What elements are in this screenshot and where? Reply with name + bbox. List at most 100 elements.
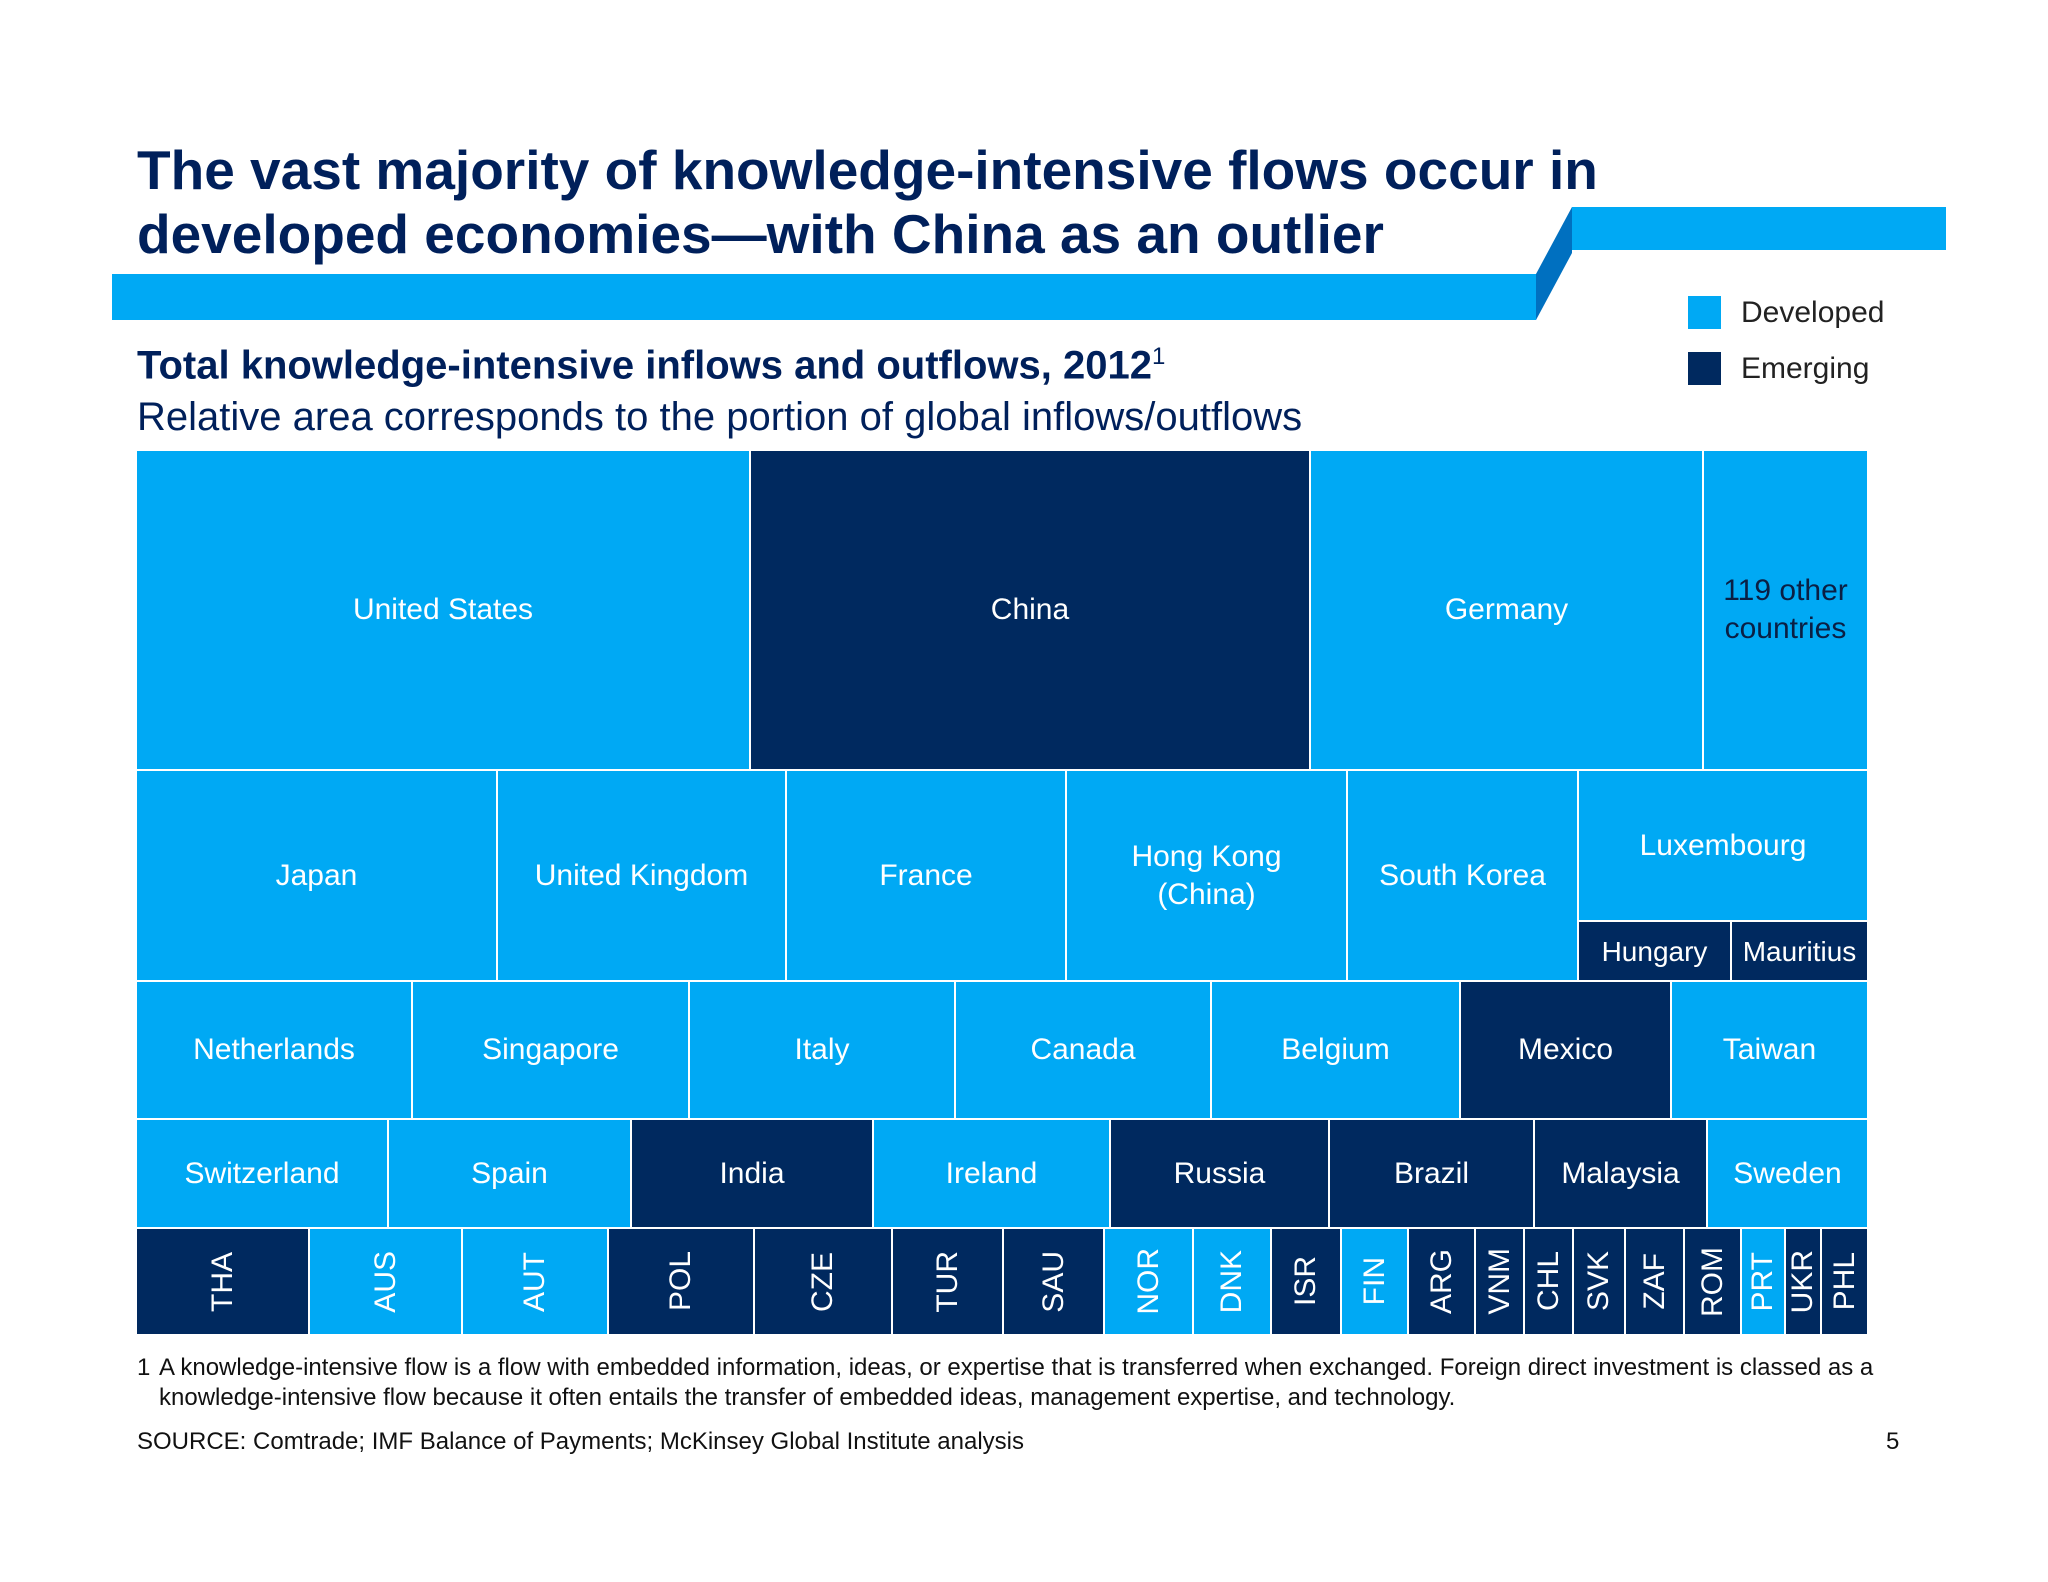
treemap-label-india: India: [719, 1156, 785, 1190]
treemap-cell-ireland: Ireland: [874, 1120, 1111, 1229]
treemap-label-russia: Russia: [1173, 1156, 1266, 1190]
footnote-number: 1: [137, 1354, 151, 1381]
chart-subtitle: Total knowledge-intensive inflows and ou…: [137, 343, 1165, 388]
treemap-label-taiwan: Taiwan: [1722, 1033, 1817, 1067]
treemap-cell-zaf: ZAF: [1626, 1229, 1685, 1336]
treemap-cell-mauritius: Mauritius: [1732, 922, 1869, 982]
treemap-cell-sau: SAU: [1004, 1229, 1105, 1336]
legend-label-emerging: Emerging: [1741, 351, 1870, 385]
treemap-label-nor: NOR: [1131, 1248, 1165, 1315]
treemap-cell-phl: PHL: [1822, 1229, 1869, 1336]
footnote: 1 A knowledge-intensive flow is a flow w…: [137, 1353, 1877, 1413]
treemap-label-zaf: ZAF: [1637, 1253, 1671, 1310]
treemap-cell-luxembourg: Luxembourg: [1579, 771, 1869, 922]
treemap-cell-belgium: Belgium: [1212, 982, 1461, 1120]
chart-description: Relative area corresponds to the portion…: [137, 395, 1303, 439]
treemap-label-pol: POL: [664, 1251, 698, 1312]
treemap-cell-hungary: Hungary: [1579, 922, 1732, 982]
treemap-cell-india: India: [632, 1120, 874, 1229]
treemap-cell-fin: FIN: [1342, 1229, 1409, 1336]
treemap-label-hungary: Hungary: [1601, 935, 1708, 967]
treemap-cell-france: France: [787, 771, 1067, 982]
treemap-label-japan: Japan: [275, 858, 358, 892]
treemap-cell-switzerland: Switzerland: [137, 1120, 389, 1229]
treemap-label-china: China: [990, 593, 1070, 627]
legend-swatch-emerging: [1688, 352, 1721, 385]
treemap-label-fin: FIN: [1357, 1257, 1391, 1306]
treemap-label-vnm: VNM: [1482, 1248, 1516, 1315]
treemap-label-chl: CHL: [1531, 1251, 1565, 1312]
treemap-label-cze: CZE: [806, 1251, 840, 1312]
treemap-label-france: France: [879, 858, 973, 892]
legend-swatch-developed: [1688, 296, 1721, 329]
treemap-cell-rom: ROM: [1685, 1229, 1742, 1336]
treemap-label-switzerland: Switzerland: [184, 1156, 340, 1190]
treemap-label-netherlands: Netherlands: [193, 1033, 355, 1067]
treemap-label-mauritius: Mauritius: [1742, 935, 1857, 967]
treemap-cell-vnm: VNM: [1476, 1229, 1525, 1336]
treemap-cell-isr: ISR: [1272, 1229, 1342, 1336]
source-note: SOURCE: Comtrade; IMF Balance of Payment…: [137, 1428, 1025, 1455]
treemap-label-arg: ARG: [1424, 1248, 1458, 1314]
footnote-mark: 1: [1151, 343, 1166, 370]
treemap-cell-south-korea: South Korea: [1348, 771, 1579, 982]
treemap-label-rom: ROM: [1695, 1246, 1729, 1317]
treemap-cell-119-other-countries: 119 other countries: [1704, 451, 1869, 771]
treemap-label-dnk: DNK: [1215, 1249, 1249, 1314]
treemap-label-ukr: UKR: [1786, 1249, 1820, 1314]
treemap-cell-chl: CHL: [1525, 1229, 1574, 1336]
treemap-cell-aus: AUS: [310, 1229, 463, 1336]
treemap-cell-aut: AUT: [463, 1229, 609, 1336]
header-band-right: [1572, 207, 1946, 250]
treemap-cell-prt: PRT: [1742, 1229, 1786, 1336]
treemap-label-mexico: Mexico: [1517, 1033, 1614, 1067]
treemap-label-italy: Italy: [794, 1033, 850, 1067]
treemap-cell-malaysia: Malaysia: [1535, 1120, 1708, 1229]
treemap-label-sau: SAU: [1036, 1250, 1070, 1313]
slide-title: The vast majority of knowledge-intensive…: [137, 139, 1598, 265]
treemap-label-aut: AUT: [518, 1251, 552, 1312]
legend-item-developed: Developed: [1688, 296, 1884, 329]
treemap-label-aus: AUS: [368, 1250, 402, 1313]
treemap-cell-arg: ARG: [1409, 1229, 1476, 1336]
page-number: 5: [1886, 1428, 1900, 1455]
treemap-label-brazil: Brazil: [1393, 1156, 1469, 1190]
treemap-label-svk: SVK: [1582, 1251, 1616, 1312]
treemap-chart: United States China Germany 119 other count…: [137, 451, 1869, 1336]
treemap-cell-japan: Japan: [137, 771, 498, 982]
treemap-label-tha: THA: [205, 1251, 239, 1312]
header-band-left: [112, 274, 1536, 320]
treemap-cell-mexico: Mexico: [1461, 982, 1672, 1120]
treemap-label-spain: Spain: [471, 1156, 548, 1190]
treemap-label-sweden: Sweden: [1733, 1156, 1842, 1190]
treemap-label-phl: PHL: [1827, 1252, 1861, 1311]
treemap-label-luxembourg: Luxembourg: [1639, 829, 1807, 862]
treemap-label-tur: TUR: [930, 1250, 964, 1313]
footnote-text: A knowledge-intensive flow is a flow wit…: [159, 1354, 1874, 1411]
treemap-cell-united-kingdom: United Kingdom: [498, 771, 787, 982]
treemap-cell-singapore: Singapore: [413, 982, 690, 1120]
legend: Developed Emerging: [1688, 296, 1884, 408]
treemap-cell-canada: Canada: [956, 982, 1212, 1120]
treemap-cell-pol: POL: [609, 1229, 755, 1336]
chart-subtitle-text: Total knowledge-intensive inflows and ou…: [137, 343, 1152, 388]
treemap-label-belgium: Belgium: [1281, 1033, 1390, 1067]
treemap-cell-taiwan: Taiwan: [1672, 982, 1869, 1120]
treemap-cell-cze: CZE: [755, 1229, 893, 1336]
treemap-cell-svk: SVK: [1574, 1229, 1626, 1336]
treemap-cell-united-states: United States: [137, 451, 751, 771]
treemap-label-119-other-countries: 119 other countries: [1723, 574, 1848, 645]
treemap-cell-china: China: [751, 451, 1311, 771]
legend-label-developed: Developed: [1741, 295, 1885, 329]
treemap-cell-germany: Germany: [1311, 451, 1704, 771]
legend-item-emerging: Emerging: [1688, 352, 1884, 385]
treemap-label-singapore: Singapore: [482, 1033, 619, 1067]
treemap-cell-italy: Italy: [690, 982, 956, 1120]
treemap-label-prt: PRT: [1746, 1251, 1780, 1312]
treemap-label-hong-kong-china: Hong Kong (China): [1131, 840, 1282, 911]
treemap-cell-russia: Russia: [1111, 1120, 1330, 1229]
treemap-label-germany: Germany: [1444, 593, 1569, 627]
treemap-label-united-kingdom: United Kingdom: [534, 858, 749, 892]
treemap-cell-tha: THA: [137, 1229, 310, 1336]
treemap-label-canada: Canada: [1030, 1033, 1136, 1067]
